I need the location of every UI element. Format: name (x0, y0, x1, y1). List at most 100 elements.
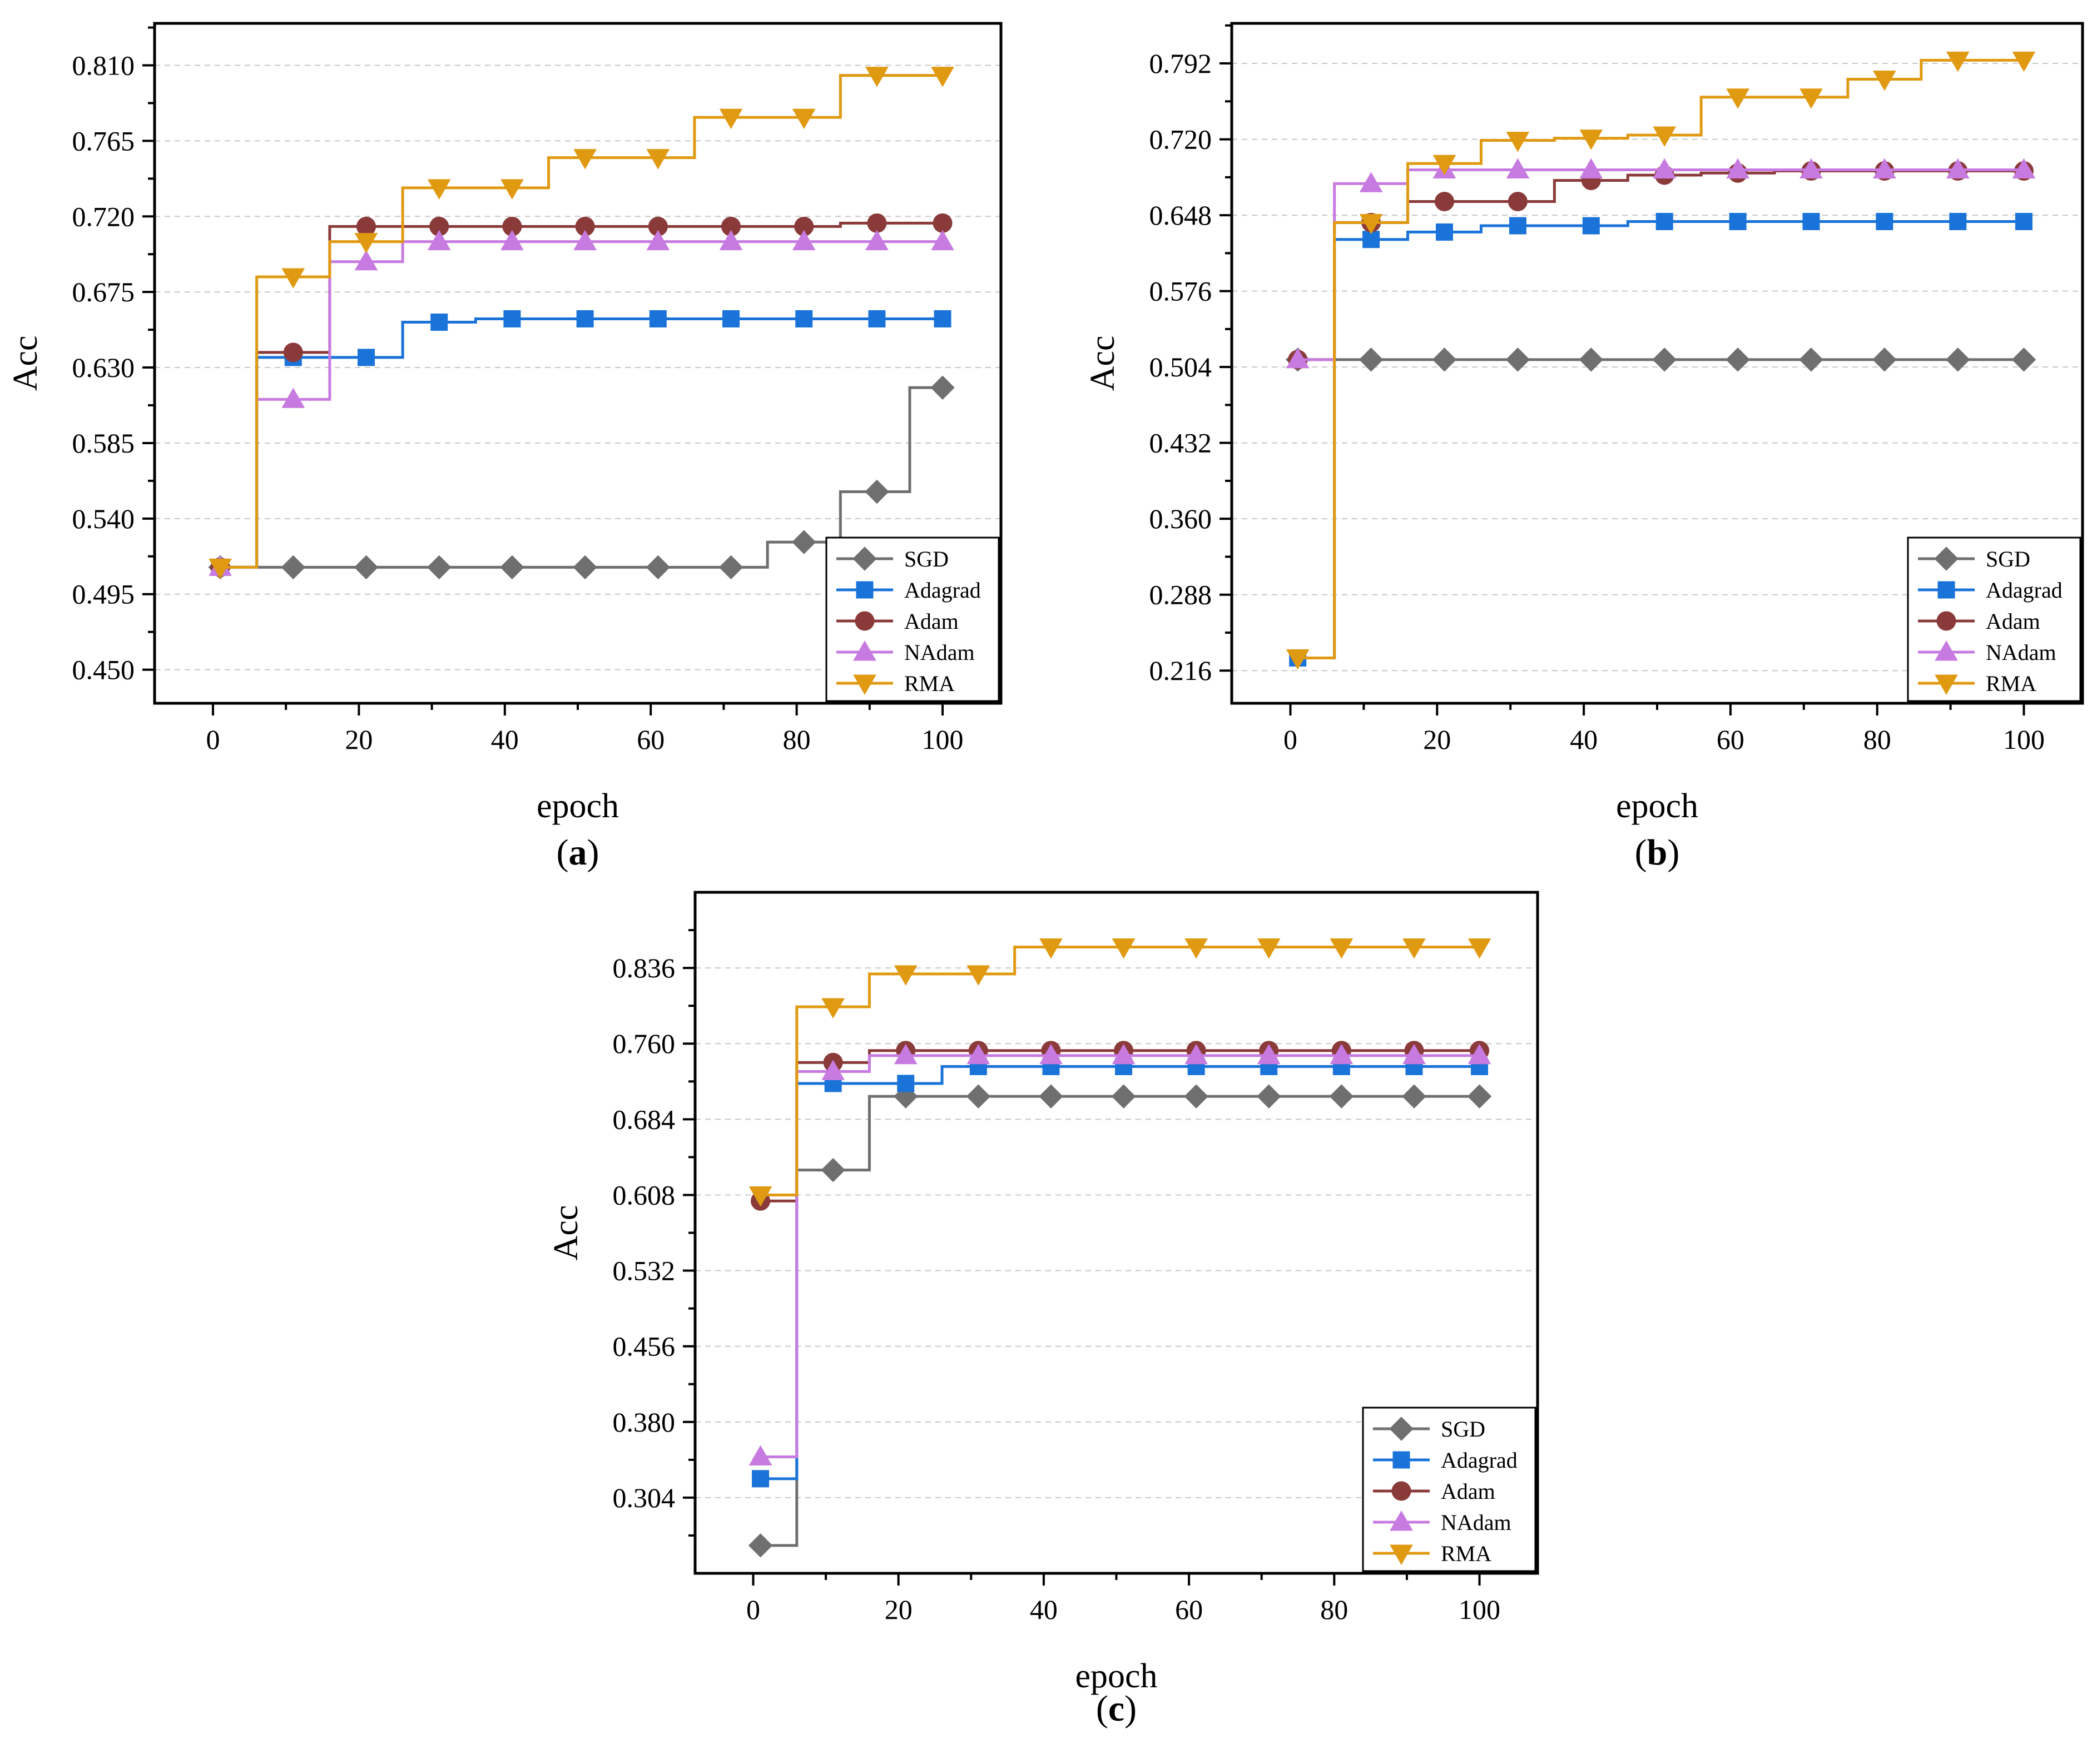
marker-nadam-point (500, 230, 524, 251)
marker-sgd-point (646, 555, 671, 580)
marker-sgd-point (718, 555, 743, 580)
marker-rma-point (1184, 938, 1208, 959)
legend-marker-sgd (1389, 1417, 1414, 1441)
series-line-sgd (760, 1095, 1480, 1547)
marker-adagrad-point (1509, 217, 1526, 235)
caption-letter-a: a (569, 832, 587, 873)
marker-nadam-point (748, 1445, 772, 1465)
marker-sgd-point (1652, 347, 1677, 372)
marker-rma-point (500, 179, 524, 200)
marker-adagrad-point (649, 310, 667, 327)
marker-rma-point (1330, 938, 1354, 959)
marker-sgd-point (427, 555, 452, 580)
legend-marker-adagrad (856, 581, 874, 599)
marker-sgd-point (1726, 347, 1750, 372)
marker-sgd-point (966, 1084, 991, 1109)
marker-nadam-point (821, 1060, 845, 1080)
marker-rma-point (966, 965, 990, 986)
caption-b: (b) (1635, 832, 1680, 873)
y-axis-title-a: Acc (7, 336, 44, 391)
legend-label-adam: Adam (1986, 609, 2040, 634)
y-tick-label: 0.495 (72, 579, 135, 610)
x-tick-label: 100 (922, 724, 964, 755)
legend-label-adagrad: Adagrad (1441, 1448, 1518, 1473)
marker-adagrad-point (1655, 212, 1673, 230)
legend-marker-adam (855, 611, 875, 631)
marker-sgd-point (1329, 1084, 1354, 1109)
x-tick-label: 20 (885, 1594, 913, 1625)
marker-rma-point (894, 965, 918, 986)
marker-rma-point (1359, 213, 1383, 235)
marker-adagrad-point (1802, 212, 1820, 230)
marker-sgd-point (1184, 1084, 1208, 1109)
caption-open-a: ( (557, 832, 569, 873)
marker-rma-point (646, 149, 670, 170)
panel-b: 0.216 0.288 0.360 0.432 0.504 0.576 0.648 0.720… (1084, 22, 2084, 873)
marker-sgd-point (1111, 1084, 1136, 1109)
marker-nadam-point (931, 230, 954, 251)
marker-nadam-point (1184, 1044, 1208, 1065)
marker-nadam-point (1946, 158, 1970, 179)
marker-nadam-point (1257, 1044, 1281, 1065)
marker-rma-point (1468, 938, 1491, 959)
marker-rma-point (1726, 88, 1749, 109)
y-tick-label: 0.720 (72, 201, 135, 232)
x-tick-label: 80 (1863, 724, 1891, 755)
marker-sgd-point (748, 1533, 773, 1558)
series-line-nadam (760, 1054, 1480, 1458)
marker-nadam-point (792, 230, 816, 251)
y-axis-title-b: Acc (1084, 336, 1122, 391)
x-tick-label: 0 (206, 724, 220, 755)
marker-adagrad-point (1729, 212, 1747, 230)
marker-rma-point (1112, 938, 1136, 959)
legend-label-adagrad: Adagrad (1986, 578, 2063, 603)
y-tick-label: 0.648 (1149, 200, 1212, 231)
x-tick-label: 20 (1423, 724, 1451, 755)
marker-rma-point (792, 108, 816, 130)
marker-nadam-point (1799, 158, 1823, 179)
caption-letter-c: c (1108, 1688, 1124, 1729)
marker-sgd-point (1257, 1084, 1281, 1109)
marker-nadam-point (865, 230, 889, 251)
x-axis-title-a: epoch (537, 787, 619, 825)
marker-sgd-point (281, 555, 306, 580)
marker-sgd-point (354, 555, 379, 580)
marker-adam-point (1435, 191, 1454, 211)
x-axis-title-c: epoch (1075, 1657, 1157, 1695)
marker-sgd-point (1799, 347, 1823, 372)
panel-c: 0.304 0.380 0.456 0.532 0.608 0.684 0.760 0.836… (547, 891, 1539, 1729)
marker-adagrad-point (1582, 217, 1600, 235)
legend-marker-nadam (1390, 1510, 1413, 1531)
y-tick-label: 0.810 (72, 49, 135, 81)
legend-label-sgd: SGD (1986, 546, 2030, 572)
marker-sgd-point (500, 555, 524, 580)
legend-label-sgd: SGD (904, 546, 949, 572)
marker-sgd-point (821, 1157, 845, 1182)
marker-adagrad-point (795, 310, 813, 327)
marker-rma-point (1432, 155, 1456, 176)
marker-sgd-point (1946, 347, 1970, 372)
marker-adagrad-point (752, 1470, 770, 1488)
marker-sgd-point (1579, 347, 1604, 372)
marker-nadam-point (1286, 347, 1310, 369)
legend-a: SGD Adagrad Adam NAdam RMA (825, 536, 1000, 702)
marker-sgd-point (1402, 1084, 1426, 1109)
marker-rma-point (1506, 131, 1530, 152)
marker-sgd-point (1432, 347, 1457, 372)
legend-marker-adagrad (1937, 581, 1955, 599)
marker-rma-point (1579, 130, 1603, 150)
legend-label-rma: RMA (904, 671, 955, 696)
series-lines-b (1285, 51, 2036, 670)
marker-rma-point (1653, 126, 1677, 147)
marker-sgd-point (930, 375, 955, 400)
y-tick-label: 0.456 (613, 1331, 676, 1362)
legend-label-nadam: NAdam (1441, 1510, 1511, 1535)
ticks-a: 0.450 0.495 0.540 0.585 0.630 0.675 0.720 0.765… (72, 26, 964, 755)
panel-a: 0.450 0.495 0.540 0.585 0.630 0.675 0.720 0.765… (7, 22, 1003, 873)
legend-marker-rma (1390, 1544, 1413, 1566)
caption-close-c: ) (1124, 1688, 1137, 1729)
marker-adagrad-point (897, 1075, 915, 1092)
caption-open-c: ( (1096, 1688, 1108, 1729)
